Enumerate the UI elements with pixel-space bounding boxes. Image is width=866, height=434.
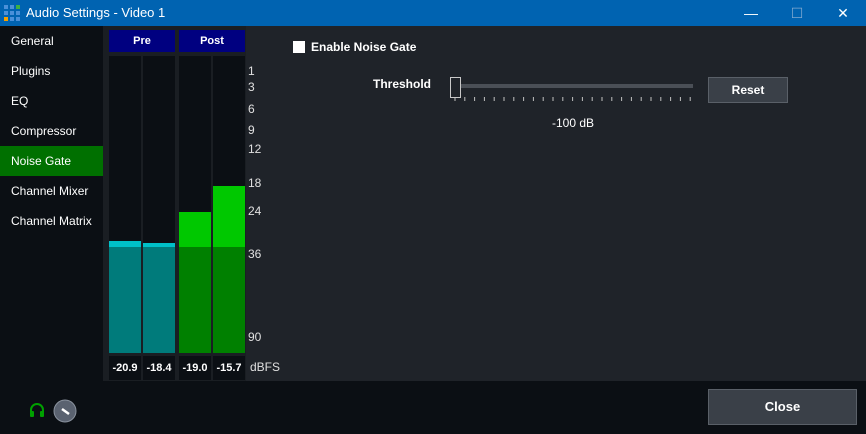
- meter-level: [143, 247, 175, 353]
- reset-button[interactable]: Reset: [708, 77, 788, 103]
- minimize-button[interactable]: —: [744, 5, 758, 21]
- sidebar-item-channel-matrix[interactable]: Channel Matrix: [11, 214, 92, 228]
- threshold-slider-thumb[interactable]: [450, 77, 461, 98]
- scale-label: 1: [248, 64, 255, 78]
- post-meter-right: [213, 56, 245, 353]
- scale-label: 3: [248, 80, 255, 94]
- scale-label: 18: [248, 176, 262, 190]
- meter-level: [179, 247, 211, 353]
- scale-label: 24: [248, 204, 262, 218]
- unit-label: dBFS: [250, 360, 281, 374]
- sidebar-item-noise-gate[interactable]: Noise Gate: [0, 146, 103, 176]
- sidebar-item-eq[interactable]: EQ: [11, 94, 29, 108]
- volume-knob[interactable]: [53, 399, 77, 423]
- meter-level: [213, 247, 245, 353]
- meter-value: -18.4: [143, 356, 175, 380]
- close-window-button[interactable]: ✕: [837, 5, 849, 21]
- slider-ticks: [454, 97, 691, 101]
- sidebar-item-channel-mixer[interactable]: Channel Mixer: [11, 184, 89, 198]
- threshold-label: Threshold: [372, 77, 431, 91]
- footer-bar: Close: [0, 381, 866, 434]
- window-title: Audio Settings - Video 1: [26, 5, 166, 20]
- sidebar-item-general[interactable]: General: [11, 34, 54, 48]
- scale-label: 9: [248, 123, 255, 137]
- scale-label: 12: [248, 142, 262, 156]
- scale-label: 90: [248, 330, 262, 344]
- app-logo-icon: [4, 5, 20, 21]
- threshold-slider-track[interactable]: [450, 84, 693, 88]
- post-meter-left: [179, 56, 211, 353]
- title-bar: Audio Settings - Video 1 — ☐ ✕: [0, 0, 866, 26]
- meter-value: -15.7: [213, 356, 245, 380]
- enable-noise-gate-checkbox[interactable]: [293, 41, 305, 53]
- sidebar-item-compressor[interactable]: Compressor: [11, 124, 77, 138]
- maximize-button[interactable]: ☐: [790, 5, 804, 21]
- meter-value: -20.9: [109, 356, 141, 380]
- close-button[interactable]: Close: [708, 389, 857, 425]
- sidebar: General Plugins EQ Compressor Noise Gate…: [0, 26, 103, 381]
- meter-level: [109, 247, 141, 353]
- enable-noise-gate-label: Enable Noise Gate: [311, 40, 417, 54]
- post-header: Post: [179, 30, 245, 52]
- pre-meter-right: [143, 56, 175, 353]
- meter-value: -19.0: [179, 356, 211, 380]
- headphones-icon[interactable]: [29, 402, 45, 418]
- sidebar-item-plugins[interactable]: Plugins: [11, 64, 51, 78]
- pre-header: Pre: [109, 30, 175, 52]
- threshold-value: -100 dB: [551, 116, 595, 130]
- scale-label: 6: [248, 102, 255, 116]
- scale-label: 36: [248, 247, 262, 261]
- pre-meter-left: [109, 56, 141, 353]
